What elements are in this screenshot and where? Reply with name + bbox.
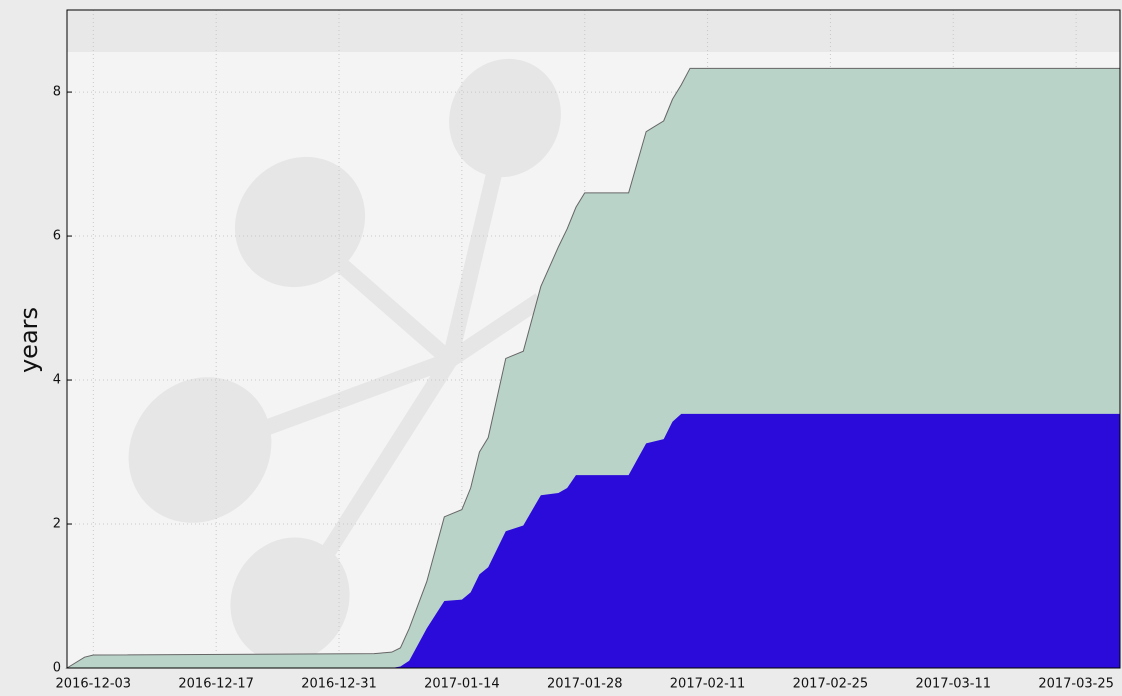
x-tick-label: 2017-02-25 bbox=[793, 677, 869, 692]
y-tick-label: 0 bbox=[53, 661, 61, 676]
x-tick-label: 2016-12-03 bbox=[56, 677, 132, 692]
y-tick-label: 8 bbox=[53, 85, 61, 100]
x-tick-label: 2017-01-14 bbox=[424, 677, 500, 692]
x-tick-label: 2017-03-11 bbox=[915, 677, 991, 692]
chart: years 0 2 4 6 8 2016-12-03 2016-12-17 2016-12-3… bbox=[0, 0, 1122, 692]
y-axis-label: years bbox=[15, 307, 43, 373]
x-tick-label: 2017-03-25 bbox=[1038, 677, 1114, 692]
x-tick-label: 2016-12-31 bbox=[301, 677, 377, 692]
y-tick-label: 2 bbox=[53, 517, 61, 532]
y-tick-label: 6 bbox=[53, 229, 61, 244]
x-tick-label: 2016-12-17 bbox=[178, 677, 254, 692]
x-tick-label: 2017-01-28 bbox=[547, 677, 623, 692]
y-tick-label: 4 bbox=[53, 373, 61, 388]
x-tick-label: 2017-02-11 bbox=[670, 677, 746, 692]
